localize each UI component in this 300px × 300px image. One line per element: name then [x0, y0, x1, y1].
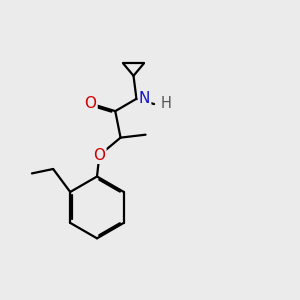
Text: N: N	[139, 91, 150, 106]
Text: O: O	[85, 96, 97, 111]
Text: H: H	[160, 96, 172, 111]
Text: O: O	[93, 148, 105, 163]
